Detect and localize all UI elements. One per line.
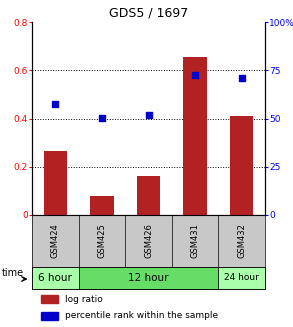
Bar (41, 312, 58, 320)
Bar (41, 295, 58, 303)
FancyBboxPatch shape (218, 267, 265, 289)
Bar (137, 176, 160, 215)
Text: GSM431: GSM431 (191, 224, 200, 258)
Bar (230, 116, 253, 215)
Point (193, 73, 197, 78)
Text: GDS5 / 1697: GDS5 / 1697 (109, 7, 188, 20)
Text: GSM425: GSM425 (97, 224, 106, 258)
Text: GSM424: GSM424 (51, 224, 60, 258)
Bar (183, 57, 207, 215)
Text: 12 hour: 12 hour (128, 273, 169, 283)
Text: GSM432: GSM432 (237, 224, 246, 258)
Bar (44, 151, 67, 215)
Point (100, 115, 104, 120)
Bar (90, 196, 114, 215)
Text: time: time (1, 268, 24, 278)
Point (53, 101, 58, 107)
Text: GSM426: GSM426 (144, 224, 153, 258)
Point (239, 75, 244, 80)
FancyBboxPatch shape (32, 267, 79, 289)
FancyBboxPatch shape (79, 267, 218, 289)
Text: percentile rank within the sample: percentile rank within the sample (65, 312, 218, 320)
Text: 6 hour: 6 hour (38, 273, 72, 283)
Text: log ratio: log ratio (65, 295, 102, 304)
Point (146, 112, 151, 117)
Text: 24 hour: 24 hour (224, 273, 259, 283)
